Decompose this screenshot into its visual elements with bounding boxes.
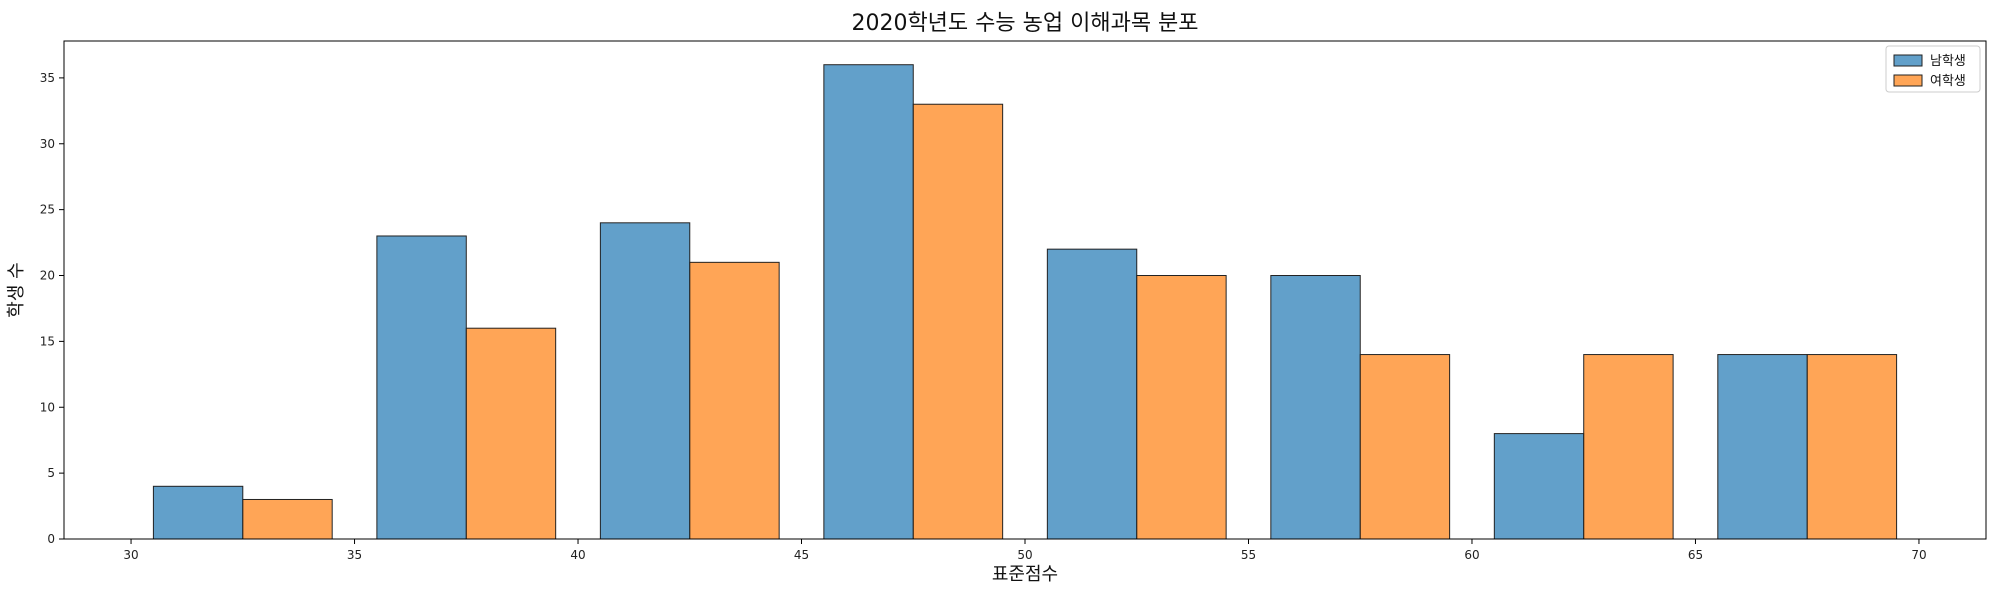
bar-female-60 bbox=[1584, 355, 1673, 539]
legend-label-male: 남학생 bbox=[1930, 54, 1966, 69]
y-tick-label: 5 bbox=[47, 466, 55, 480]
plot-frame bbox=[64, 41, 1986, 539]
bar-male-40 bbox=[600, 223, 689, 539]
x-tick-label: 70 bbox=[1911, 548, 1926, 562]
x-tick-label: 30 bbox=[123, 548, 138, 562]
bar-female-30 bbox=[243, 499, 332, 539]
bar-male-50 bbox=[1047, 249, 1136, 539]
y-tick-label: 15 bbox=[40, 334, 55, 348]
x-tick-label: 35 bbox=[347, 548, 362, 562]
bar-male-30 bbox=[153, 486, 242, 539]
y-tick-label: 20 bbox=[40, 269, 55, 283]
y-tick-label: 0 bbox=[47, 532, 55, 546]
bar-female-45 bbox=[913, 104, 1002, 539]
x-tick-label: 65 bbox=[1688, 548, 1703, 562]
x-axis-label: 표준점수 bbox=[992, 564, 1058, 585]
bar-male-35 bbox=[377, 236, 466, 539]
y-tick-label: 10 bbox=[40, 400, 55, 414]
y-axis-label: 학생 수 bbox=[6, 262, 27, 317]
legend-swatch-female bbox=[1894, 75, 1922, 86]
x-tick-label: 40 bbox=[570, 548, 585, 562]
bar-female-65 bbox=[1807, 355, 1896, 539]
x-tick-label: 55 bbox=[1241, 548, 1256, 562]
bar-female-55 bbox=[1360, 355, 1449, 539]
bar-female-50 bbox=[1137, 276, 1226, 539]
bar-male-55 bbox=[1271, 276, 1360, 539]
bar-male-60 bbox=[1494, 434, 1583, 539]
x-tick-label: 60 bbox=[1464, 548, 1479, 562]
bar-male-45 bbox=[824, 65, 913, 539]
chart-title: 2020학년도 수능 농업 이해과목 분포 bbox=[851, 11, 1198, 36]
bar-female-35 bbox=[466, 328, 555, 539]
legend-swatch-male bbox=[1894, 55, 1922, 66]
x-tick-label: 45 bbox=[794, 548, 809, 562]
bar-female-40 bbox=[690, 262, 779, 539]
bar-male-65 bbox=[1718, 355, 1807, 539]
bars-group bbox=[153, 65, 1896, 539]
y-tick-label: 25 bbox=[40, 203, 55, 217]
legend-label-female: 여학생 bbox=[1930, 74, 1966, 89]
x-tick-label: 50 bbox=[1017, 548, 1032, 562]
y-tick-label: 35 bbox=[40, 71, 55, 85]
x-axis: 30 35 40 45 50 55 60 65 70 bbox=[123, 539, 1926, 562]
y-axis: 0 5 10 15 20 25 30 35 bbox=[40, 71, 64, 546]
y-tick-label: 30 bbox=[40, 137, 55, 151]
